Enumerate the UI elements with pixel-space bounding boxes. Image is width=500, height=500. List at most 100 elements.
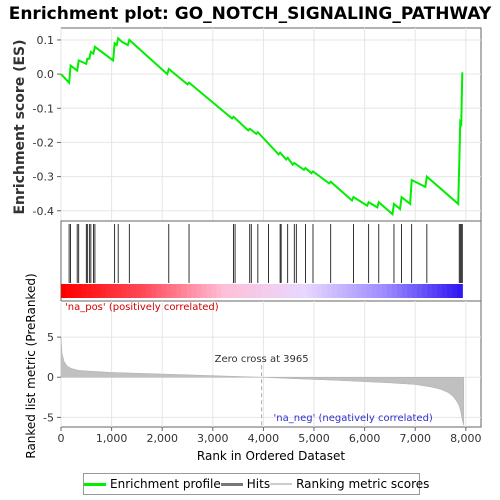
- legend-item-ranking-metric: Ranking metric scores: [270, 477, 429, 491]
- enrichment-profile-line: [60, 36, 464, 217]
- rank-color-segment: [361, 284, 368, 298]
- legend-swatch-hits: [220, 482, 243, 486]
- rank-color-segment: [266, 284, 273, 298]
- rank-color-segment: [141, 284, 147, 298]
- rank-color-segment: [176, 284, 182, 298]
- legend-label: Enrichment profile: [110, 477, 221, 491]
- rank-color-segment: [256, 284, 263, 298]
- x-tick-label: 6,000: [349, 432, 381, 445]
- rank-color-segment: [432, 284, 438, 298]
- rank-color-segment: [351, 284, 358, 298]
- rank-color-segment: [457, 284, 463, 298]
- rank-color-segment: [76, 284, 82, 298]
- rank-color-segment: [161, 284, 167, 298]
- x-tick-label: 8,000: [450, 432, 482, 445]
- rank-color-segment: [447, 284, 453, 298]
- metric-panel-frame: [60, 300, 482, 428]
- rank-color-segment: [191, 284, 198, 298]
- rank-color-segment: [96, 284, 102, 298]
- x-tick-label: 3,000: [197, 432, 229, 445]
- rank-color-segment: [427, 284, 433, 298]
- rank-color-segment: [402, 284, 408, 298]
- es-y-tick-label: 0.0: [37, 68, 55, 81]
- metric-y-tick-label: -5: [43, 411, 54, 424]
- rank-color-segment: [111, 284, 117, 298]
- es-y-tick-label: -0.3: [33, 171, 54, 184]
- legend: Enrichment profile Hits Ranking metric s…: [83, 473, 429, 495]
- rank-color-segment: [371, 284, 378, 298]
- rank-color-segment: [246, 284, 253, 298]
- hit-marks: [68, 224, 463, 283]
- x-ticks: 0 1,000 2,000 3,000 4,000 5,000 6,000 7,000 8,00…: [58, 427, 482, 445]
- es-gridlines: [60, 28, 481, 221]
- rank-color-segment: [407, 284, 413, 298]
- rank-color-segment: [336, 284, 343, 298]
- rank-color-segment: [236, 284, 243, 298]
- rank-color-segment: [226, 284, 233, 298]
- rank-color-segment: [201, 284, 208, 298]
- rank-color-segment: [66, 284, 72, 298]
- rank-color-segment: [397, 284, 403, 298]
- rank-color-segment: [101, 284, 107, 298]
- legend-swatch-ranking-metric: [270, 483, 293, 485]
- rank-color-segment: [321, 284, 328, 298]
- rank-color-segment: [286, 284, 293, 298]
- legend-item-enrichment-profile: Enrichment profile: [84, 477, 221, 491]
- rank-color-segment: [382, 284, 388, 298]
- rank-color-segment: [311, 284, 318, 298]
- chart-title: Enrichment plot: GO_NOTCH_SIGNALING_PATH…: [9, 4, 492, 24]
- x-axis-label: Rank in Ordered Dataset: [197, 449, 345, 463]
- x-tick-label: 4,000: [248, 432, 280, 445]
- rank-color-segment: [171, 284, 177, 298]
- rank-color-segment: [116, 284, 122, 298]
- rank-color-bar: [61, 284, 463, 298]
- rank-color-segment: [186, 284, 193, 298]
- rank-color-segment: [366, 284, 373, 298]
- rank-color-segment: [221, 284, 228, 298]
- es-y-tick-label: -0.4: [33, 205, 54, 218]
- rank-color-segment: [106, 284, 112, 298]
- rank-color-segment: [301, 284, 308, 298]
- rank-color-segment: [341, 284, 348, 298]
- rank-color-segment: [412, 284, 418, 298]
- x-tick-label: 5,000: [298, 432, 330, 445]
- rank-color-segment: [146, 284, 152, 298]
- rank-color-segment: [251, 284, 258, 298]
- rank-color-segment: [151, 284, 157, 298]
- es-panel-frame: [60, 27, 482, 222]
- metric-y-axis-label: Ranked list metric (PreRanked): [24, 273, 38, 458]
- rank-color-segment: [331, 284, 338, 298]
- rank-color-segment: [276, 284, 283, 298]
- rank-color-segment: [296, 284, 303, 298]
- legend-label: Hits: [246, 477, 271, 491]
- rank-color-segment: [81, 284, 87, 298]
- rank-color-segment: [71, 284, 77, 298]
- zero-cross-label: Zero cross at 3965: [215, 354, 309, 365]
- rank-color-segment: [86, 284, 92, 298]
- metric-y-tick-label: 5: [47, 331, 54, 344]
- rank-color-segment: [387, 284, 393, 298]
- x-tick-label: 1,000: [96, 432, 128, 445]
- es-y-tick-label: 0.1: [37, 34, 55, 47]
- es-y-ticks: -0.4 -0.3 -0.2 -0.1 0.0 0.1: [33, 34, 61, 218]
- ranking-metric-area: [60, 337, 465, 426]
- rank-color-segment: [121, 284, 127, 298]
- legend-label: Ranking metric scores: [296, 477, 430, 491]
- rank-color-segment: [206, 284, 213, 298]
- rank-color-segment: [91, 284, 97, 298]
- rank-color-segment: [166, 284, 172, 298]
- rank-color-segment: [437, 284, 443, 298]
- rank-color-segment: [422, 284, 428, 298]
- rank-color-segment: [417, 284, 423, 298]
- rank-color-segment: [241, 284, 248, 298]
- rank-color-segment: [231, 284, 238, 298]
- rank-color-segment: [442, 284, 448, 298]
- rank-color-segment: [356, 284, 363, 298]
- es-y-tick-label: -0.2: [33, 136, 54, 149]
- rank-color-segment: [392, 284, 398, 298]
- rank-color-segment: [61, 284, 67, 298]
- es-y-tick-label: -0.1: [33, 102, 54, 115]
- positive-correlation-label: 'na_pos' (positively correlated): [65, 302, 219, 313]
- rank-color-segment: [261, 284, 268, 298]
- rank-color-segment: [156, 284, 162, 298]
